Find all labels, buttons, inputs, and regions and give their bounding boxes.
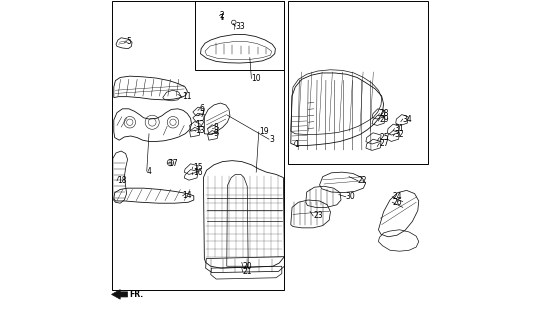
Text: 21: 21: [243, 267, 252, 276]
Text: 31: 31: [394, 124, 404, 133]
Text: 24: 24: [392, 192, 402, 201]
Text: 6: 6: [200, 104, 204, 113]
Text: 28: 28: [379, 109, 389, 118]
Bar: [111, 1, 285, 290]
Text: 12: 12: [195, 120, 204, 129]
Bar: [287, 1, 428, 164]
Text: 10: 10: [251, 74, 261, 83]
Text: 27: 27: [379, 139, 389, 148]
Polygon shape: [111, 290, 128, 299]
Text: 7: 7: [200, 110, 204, 119]
Text: 8: 8: [213, 124, 218, 132]
Text: 22: 22: [358, 176, 367, 185]
Text: 29: 29: [379, 115, 389, 124]
Text: 19: 19: [259, 127, 268, 136]
Text: 4: 4: [147, 167, 152, 176]
Text: 3: 3: [269, 135, 274, 144]
Text: 34: 34: [403, 115, 413, 124]
Text: 23: 23: [313, 212, 323, 220]
Bar: [195, 1, 285, 70]
Text: 17: 17: [168, 159, 178, 168]
Text: 32: 32: [394, 130, 404, 139]
Text: 2: 2: [220, 11, 224, 20]
Text: 11: 11: [182, 92, 192, 101]
Text: 1: 1: [294, 140, 299, 149]
Text: 20: 20: [243, 262, 252, 271]
Text: 25: 25: [379, 133, 389, 142]
Text: 33: 33: [236, 22, 245, 31]
Text: 26: 26: [392, 198, 402, 207]
Text: 13: 13: [195, 126, 204, 135]
Text: 30: 30: [346, 192, 356, 201]
Text: 16: 16: [193, 168, 202, 177]
Text: 5: 5: [126, 37, 131, 46]
Text: 14: 14: [182, 191, 192, 200]
Text: FR.: FR.: [129, 290, 143, 299]
Text: 15: 15: [193, 163, 202, 172]
Text: 9: 9: [213, 129, 218, 138]
Text: 18: 18: [117, 176, 126, 185]
